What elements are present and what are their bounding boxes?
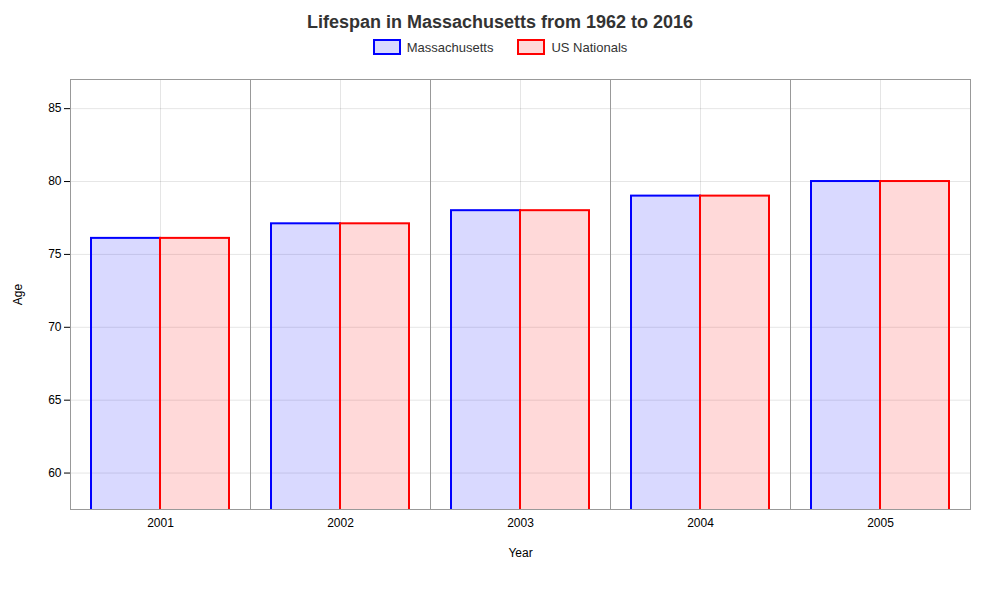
svg-text:70: 70 <box>48 320 62 334</box>
html-text:Massachusetts: Massachusetts <box>406 39 494 55</box>
svg-text:Year: Year <box>508 546 532 560</box>
svg-text:65: 65 <box>48 393 62 407</box>
svg-text:2003: 2003 <box>507 516 534 530</box>
svg-text:85: 85 <box>48 101 62 115</box>
svg-text:Age: Age <box>11 284 25 306</box>
svg-text:75: 75 <box>48 247 62 261</box>
svg-text:2001: 2001 <box>147 516 174 530</box>
svg-text:2005: 2005 <box>867 516 894 530</box>
svg-text:2002: 2002 <box>327 516 354 530</box>
svg-text:60: 60 <box>48 466 62 480</box>
html-text:US Nationals: US Nationals <box>551 39 628 55</box>
html-text:Lifespan in Massachusetts from: Lifespan in Massachusetts from 1962 to 2… <box>306 12 694 32</box>
svg-text:2004: 2004 <box>687 516 714 530</box>
svg-text:80: 80 <box>48 174 62 188</box>
